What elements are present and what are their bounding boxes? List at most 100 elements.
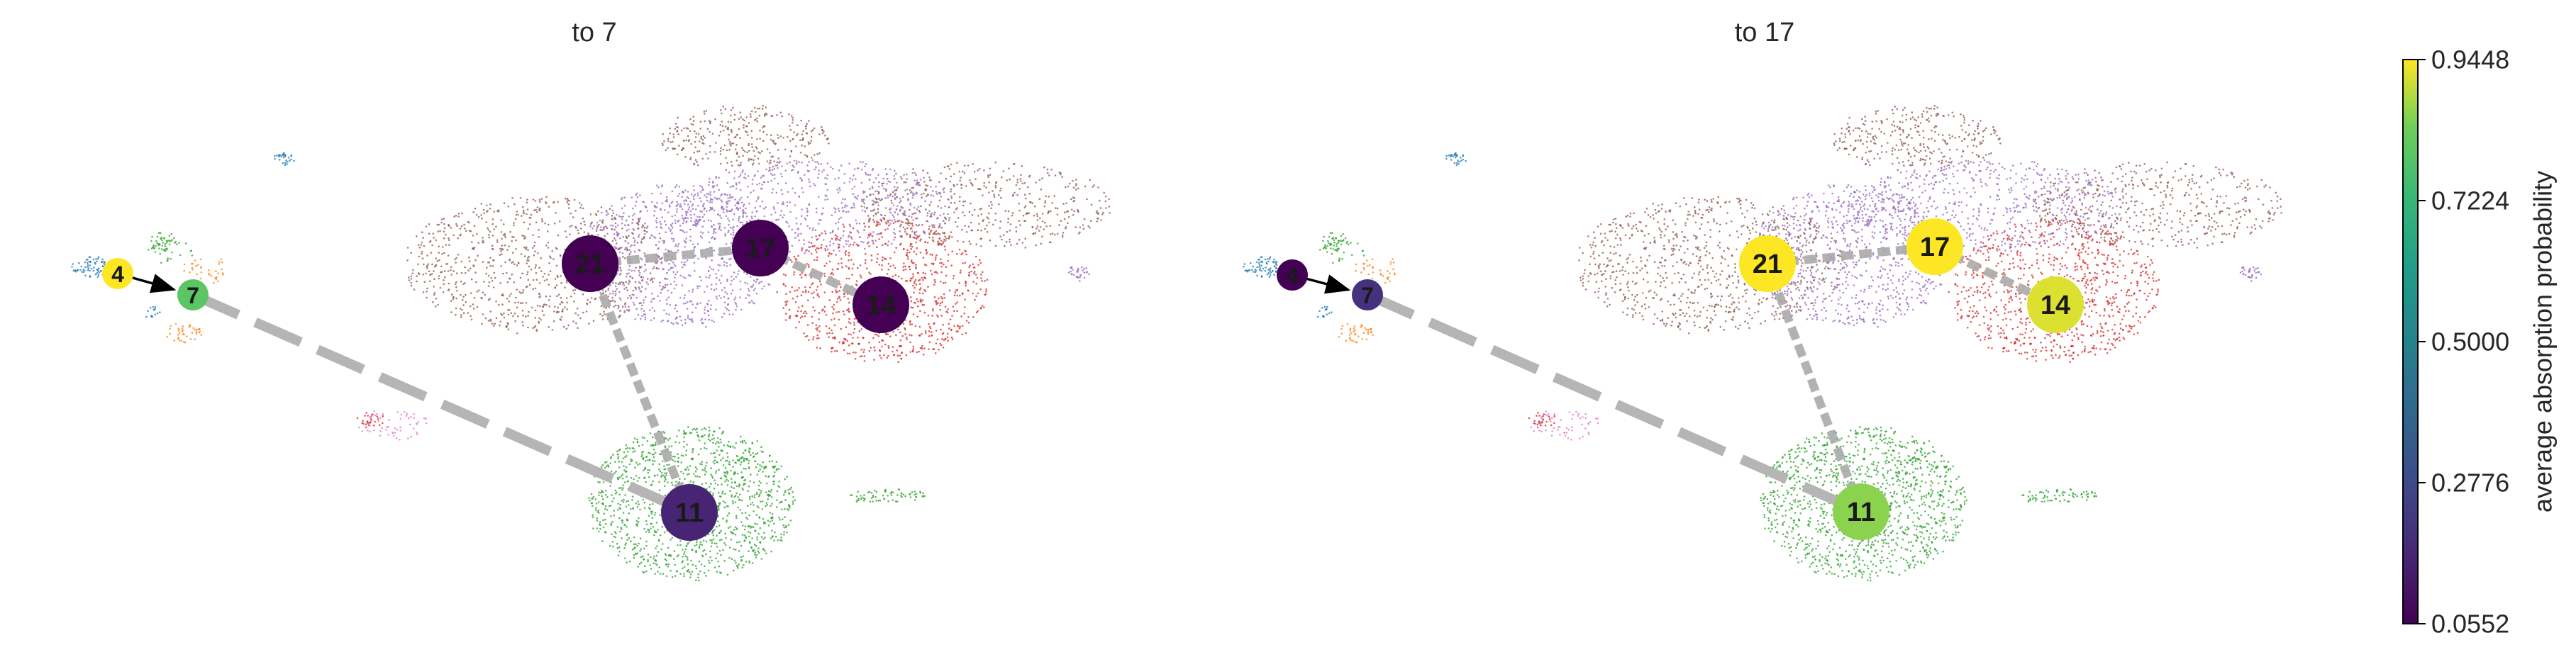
cell-dot — [753, 526, 755, 528]
cell-dot — [724, 125, 727, 128]
cell-dot — [618, 305, 620, 308]
cell-dot — [445, 244, 448, 246]
cell-dot — [818, 330, 821, 333]
cell-dot — [650, 522, 653, 525]
cell-dot — [934, 259, 937, 261]
cell-dot — [475, 214, 478, 216]
cell-dot — [527, 257, 529, 259]
cell-dot — [1022, 214, 1025, 217]
cell-dot — [651, 298, 654, 301]
cell-dot — [618, 517, 621, 520]
cell-dot — [707, 438, 710, 441]
cell-dot — [439, 230, 441, 232]
cell-dot — [766, 503, 768, 506]
cell-dot — [482, 241, 484, 244]
cell-dot — [626, 309, 628, 311]
cell-dot — [916, 315, 918, 318]
cell-dot — [865, 173, 867, 176]
cell-dot — [770, 156, 772, 158]
cell-dot — [691, 320, 694, 322]
cell-dot — [450, 293, 453, 296]
cell-dot — [889, 193, 892, 196]
cell-dot — [932, 240, 935, 242]
cell-dot — [901, 178, 903, 180]
cell-dot — [643, 301, 645, 304]
cell-dot — [815, 166, 817, 169]
cell-dot — [870, 273, 872, 275]
cell-dot — [757, 282, 760, 285]
cell-dot — [801, 145, 803, 147]
cell-dot — [516, 264, 518, 267]
cell-dot — [887, 228, 889, 230]
cell-dot — [658, 240, 660, 243]
cell-dot — [732, 218, 734, 221]
cell-dot — [526, 271, 529, 274]
cell-dot — [747, 175, 750, 177]
cell-dot — [625, 281, 627, 284]
cell-dot — [927, 193, 929, 196]
cell-dot — [902, 322, 905, 325]
cell-dot — [692, 243, 694, 246]
cell-dot — [769, 520, 771, 523]
cell-dot — [676, 555, 679, 558]
cell-dot — [499, 320, 502, 323]
cell-dot — [855, 280, 858, 282]
cell-dot — [1019, 224, 1021, 226]
cell-dot — [619, 315, 621, 317]
cell-dot — [683, 200, 685, 202]
cell-dot — [886, 357, 889, 359]
cell-dot — [703, 113, 706, 115]
cell-dot — [907, 198, 909, 201]
cell-dot — [988, 181, 990, 184]
cell-dot — [722, 457, 724, 459]
cell-dot — [1035, 181, 1037, 184]
cell-dot — [921, 299, 924, 301]
cell-dot — [704, 312, 706, 315]
cell-dot — [621, 519, 623, 522]
cell-dot — [628, 272, 630, 275]
cell-dot — [801, 215, 803, 218]
cell-dot — [1097, 212, 1099, 215]
cell-dot — [511, 273, 513, 276]
cell-dot — [823, 291, 826, 293]
cell-dot — [689, 274, 692, 277]
cell-dot — [779, 135, 782, 138]
cell-dot — [1105, 195, 1107, 198]
cell-dot — [882, 256, 884, 259]
cell-dot — [899, 243, 901, 246]
cell-dot — [753, 543, 756, 546]
cell-dot — [763, 522, 765, 524]
cell-dot — [764, 115, 766, 117]
cell-dot — [679, 296, 682, 299]
cell-dot — [756, 120, 759, 123]
cell-dot — [957, 217, 960, 219]
cell-dot — [675, 284, 677, 286]
cell-dot — [739, 288, 742, 291]
cell-dot — [423, 245, 426, 247]
cell-dot — [956, 184, 958, 186]
cell-dot — [784, 304, 787, 307]
cell-dot — [573, 301, 575, 303]
cell-dot — [621, 207, 623, 210]
cell-dot — [940, 344, 943, 347]
cell-dot — [1048, 174, 1050, 176]
cell-dot — [586, 302, 588, 305]
cell-dot — [781, 203, 784, 206]
cell-dot — [734, 501, 737, 503]
cell-dot — [759, 542, 762, 544]
cell-dot — [815, 207, 818, 210]
cell-dot — [937, 232, 939, 235]
cell-dot — [710, 268, 713, 270]
cell-dot — [914, 179, 916, 182]
cell-dot — [970, 181, 972, 184]
cell-dot — [945, 177, 948, 180]
cell-dot — [547, 242, 549, 244]
cell-dot — [718, 228, 721, 230]
cell-dot — [1056, 207, 1059, 210]
cell-dot — [619, 267, 621, 269]
cell-dot — [701, 186, 704, 189]
cell-dot — [777, 167, 779, 169]
cell-dot — [555, 212, 557, 214]
cell-dot — [861, 209, 864, 212]
cell-dot — [887, 221, 889, 223]
